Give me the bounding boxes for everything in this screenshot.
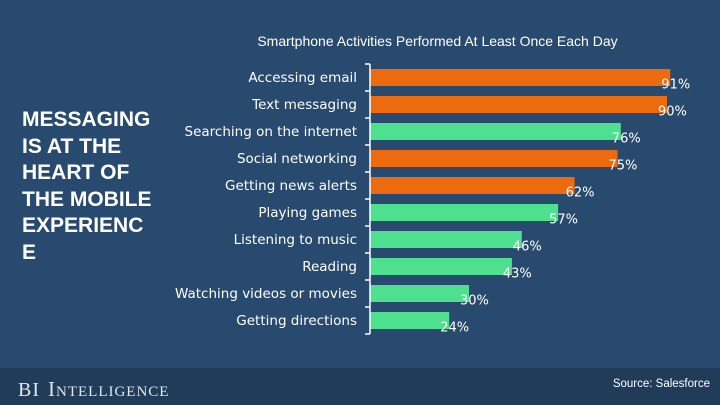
value-label-7: 43% bbox=[503, 267, 532, 282]
category-label-6: Listening to music bbox=[234, 232, 357, 248]
category-label-7: Reading bbox=[302, 259, 357, 275]
bar-5 bbox=[370, 204, 559, 221]
value-label-0: 91% bbox=[661, 78, 690, 93]
value-label-5: 57% bbox=[549, 213, 578, 228]
chart-title: Smartphone Activities Performed At Least… bbox=[257, 33, 618, 49]
value-label-8: 30% bbox=[460, 294, 489, 309]
category-label-0: Accessing email bbox=[248, 70, 357, 86]
value-label-9: 24% bbox=[440, 321, 469, 336]
bar-1 bbox=[370, 96, 667, 113]
bar-8 bbox=[370, 285, 469, 302]
bar-3 bbox=[370, 150, 618, 167]
category-label-2: Searching on the internet bbox=[185, 124, 357, 140]
bi-intelligence-logo: BI INTELLIGENCE bbox=[18, 377, 169, 402]
category-label-8: Watching videos or movies bbox=[175, 286, 357, 302]
bar-7 bbox=[370, 258, 512, 275]
value-label-4: 62% bbox=[566, 186, 595, 201]
category-label-1: Text messaging bbox=[251, 97, 357, 113]
value-label-2: 76% bbox=[612, 132, 641, 147]
bar-4 bbox=[370, 177, 575, 194]
side-headline: MESSAGING IS AT THE HEART OF THE MOBILE … bbox=[22, 108, 152, 264]
bar-9 bbox=[370, 312, 450, 329]
brand-bi: BI bbox=[18, 379, 40, 401]
bar-0 bbox=[370, 69, 671, 86]
footer-bar bbox=[0, 368, 720, 405]
category-label-3: Social networking bbox=[237, 151, 357, 167]
category-label-9: Getting directions bbox=[236, 313, 357, 329]
value-label-1: 90% bbox=[658, 105, 687, 120]
source-note: Source: Salesforce bbox=[612, 378, 710, 390]
category-label-4: Getting news alerts bbox=[225, 178, 357, 194]
brand-initial: I bbox=[48, 377, 56, 401]
bar-2 bbox=[370, 123, 621, 140]
value-label-6: 46% bbox=[513, 240, 542, 255]
value-label-3: 75% bbox=[609, 159, 638, 174]
category-label-5: Playing games bbox=[258, 205, 357, 221]
brand-rest: NTELLIGENCE bbox=[56, 384, 170, 400]
bar-6 bbox=[370, 231, 522, 248]
